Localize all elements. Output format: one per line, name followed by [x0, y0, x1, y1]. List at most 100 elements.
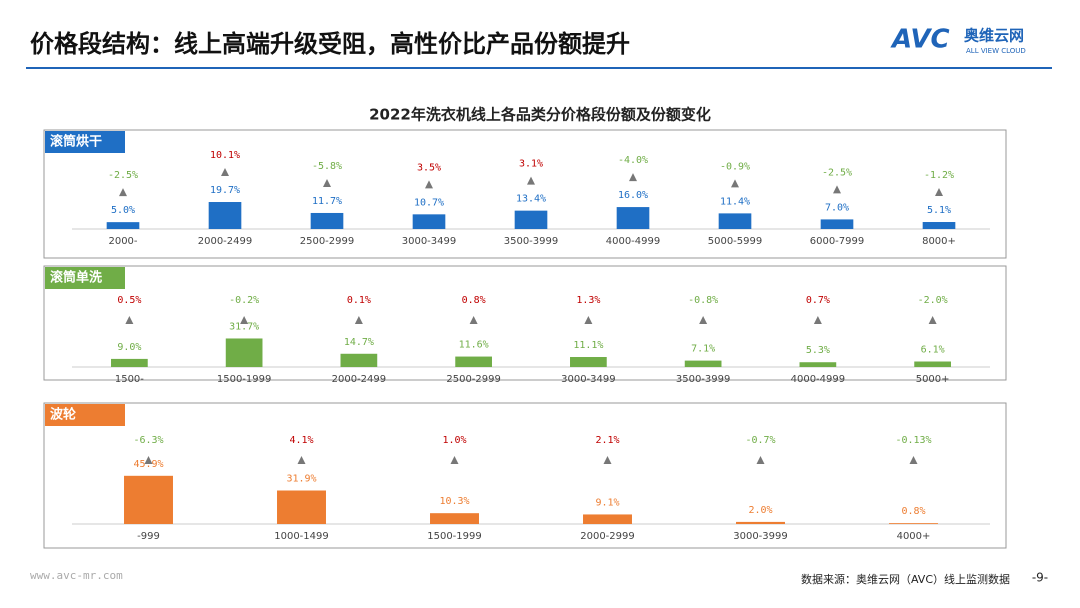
change-label: -2.5%: [108, 170, 138, 181]
change-arrow: [125, 316, 134, 324]
bar: [340, 353, 378, 367]
bar: [310, 212, 344, 229]
logo-cn: 奥维云网: [964, 27, 1024, 45]
change-arrow: [297, 456, 306, 464]
change-arrow: [450, 456, 459, 464]
value-label: 5.1%: [927, 205, 951, 216]
x-tick-label: 5000+: [916, 374, 950, 385]
change-arrow: [119, 188, 127, 197]
bar: [736, 521, 785, 524]
change-label: 2.1%: [595, 435, 619, 446]
value-label: 31.9%: [286, 474, 316, 485]
change-label: -2.0%: [918, 295, 948, 306]
bar: [124, 475, 173, 524]
bar: [922, 222, 956, 229]
bar: [430, 513, 479, 524]
x-tick-label: 5000-5999: [708, 236, 763, 247]
bar: [277, 490, 326, 524]
change-label: -4.0%: [618, 155, 648, 166]
panel-title: 滚筒单洗: [50, 270, 102, 286]
bar: [111, 358, 148, 367]
bar: [799, 362, 837, 367]
change-arrow: [629, 173, 637, 182]
change-label: -0.13%: [895, 435, 931, 446]
change-label: 0.5%: [117, 295, 141, 306]
value-label: 7.1%: [691, 344, 715, 355]
change-arrow: [469, 316, 478, 324]
bar: [208, 202, 242, 229]
change-arrow: [603, 456, 612, 464]
bar: [106, 222, 140, 229]
bar: [820, 219, 854, 229]
value-label: 11.1%: [573, 340, 603, 351]
panel: [43, 265, 1007, 381]
x-tick-label: 3500-3999: [676, 374, 731, 385]
source: 数据来源：奥维云网（AVC）线上监测数据: [801, 572, 1010, 586]
panel-title: 波轮: [50, 407, 76, 423]
change-arrow: [240, 316, 249, 324]
panel: [43, 129, 1007, 259]
website: www.avc-mr.com: [30, 569, 123, 582]
change-label: 1.0%: [442, 435, 466, 446]
value-label: 0.8%: [901, 506, 925, 517]
bar: [684, 360, 722, 367]
x-tick-label: 4000-4999: [791, 374, 846, 385]
change-arrow: [323, 178, 331, 187]
change-arrow: [584, 316, 593, 324]
panel-tag: [45, 131, 125, 153]
bar: [889, 523, 938, 524]
value-label: 11.7%: [312, 196, 342, 207]
change-label: -0.2%: [229, 295, 259, 306]
change-label: -0.8%: [688, 295, 718, 306]
change-label: -2.5%: [822, 167, 852, 178]
value-label: 19.7%: [210, 185, 240, 196]
value-label: 45.9%: [133, 459, 163, 470]
bar: [514, 210, 548, 229]
logo-en: ALL VIEW CLOUD: [966, 47, 1026, 55]
change-label: 0.1%: [347, 295, 371, 306]
change-arrow: [756, 456, 765, 464]
change-label: -6.3%: [133, 435, 163, 446]
x-tick-label: 1500-1999: [427, 531, 482, 542]
panel-tag: [45, 267, 125, 289]
change-arrow: [425, 180, 433, 189]
change-label: -5.8%: [312, 161, 342, 172]
panel: [43, 402, 1007, 549]
change-arrow: [928, 316, 937, 324]
bar: [455, 356, 492, 367]
change-label: 0.7%: [806, 295, 830, 306]
bar: [225, 338, 263, 367]
change-arrow: [354, 316, 363, 324]
change-arrow: [935, 188, 943, 197]
x-tick-label: 4000+: [897, 531, 931, 542]
bar: [616, 207, 650, 229]
value-label: 5.0%: [111, 205, 135, 216]
value-label: 5.3%: [806, 345, 830, 356]
x-tick-label: 2500-2999: [300, 236, 355, 247]
x-tick-label: 1500-: [115, 374, 144, 385]
value-label: 31.7%: [229, 321, 259, 332]
change-arrow: [731, 179, 739, 188]
page-number: -9-: [1032, 571, 1048, 585]
change-arrow: [909, 456, 918, 464]
value-label: 10.7%: [414, 197, 444, 208]
logo: AVC: [890, 25, 950, 55]
x-tick-label: -999: [137, 531, 160, 542]
value-label: 16.0%: [618, 190, 648, 201]
change-arrow: [813, 316, 822, 324]
value-label: 7.0%: [825, 202, 849, 213]
bar: [412, 214, 446, 229]
bar: [583, 514, 632, 524]
x-tick-label: 3000-3499: [561, 374, 616, 385]
change-label: 4.1%: [289, 435, 313, 446]
value-label: 9.1%: [595, 497, 619, 508]
bar: [570, 357, 607, 367]
value-label: 11.6%: [459, 340, 489, 351]
value-label: 9.0%: [117, 342, 141, 353]
x-tick-label: 3000-3499: [402, 236, 457, 247]
change-label: 1.3%: [576, 295, 600, 306]
change-arrow: [833, 185, 841, 194]
x-tick-label: 6000-7999: [810, 236, 865, 247]
x-tick-label: 2000-: [108, 236, 137, 247]
